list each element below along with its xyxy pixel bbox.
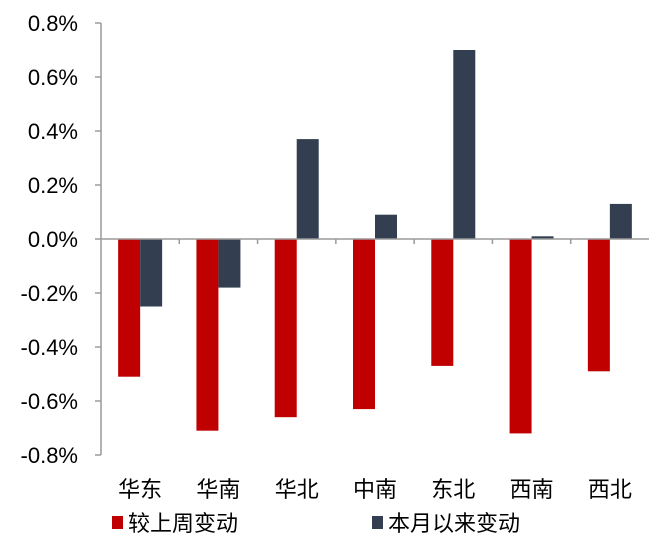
x-category-label: 东北 [431,478,475,503]
bar-month-to-date-change [296,139,319,239]
y-tick-label: 0.2% [28,173,78,198]
y-tick-label: -0.2% [21,281,78,306]
bar-month-to-date-change [609,203,632,239]
x-category-label: 华东 [118,478,162,503]
legend-label-series-2: 本月以来变动 [388,511,520,536]
x-category-label: 西南 [510,478,554,503]
bar-weekly-change [431,239,454,366]
x-category-label: 西北 [588,478,632,503]
x-category-label: 华南 [196,478,240,503]
y-tick-label: 0.4% [28,119,78,144]
bar-weekly-change [118,239,141,377]
y-tick-label: 0.8% [28,11,78,36]
bar-month-to-date-change [375,214,397,239]
y-tick-label: -0.8% [21,443,78,468]
bar-weekly-change [353,239,375,410]
legend-label-series-1: 较上周变动 [128,511,238,536]
bar-month-to-date-change [218,239,241,288]
x-category-label: 华北 [275,478,319,503]
bar-month-to-date-change [531,236,554,239]
y-tick-label: -0.6% [21,389,78,414]
y-tick-label: 0.6% [28,65,78,90]
bar-month-to-date-change [140,239,163,307]
bars [118,50,632,434]
legend-swatch-series-1 [112,516,123,529]
bar-weekly-change [587,239,610,372]
y-axis: 0.8% 0.6% 0.4% 0.2% 0.0% -0.2% -0.4% -0.6% -0.8% [21,11,102,468]
legend-swatch-series-2 [372,516,383,529]
bar-weekly-change [196,239,219,431]
y-tick-label: -0.4% [21,335,78,360]
y-tick-label: 0.0% [28,227,78,252]
bar-weekly-change [509,239,532,434]
bar-month-to-date-change [453,50,476,239]
bar-weekly-change [274,239,297,418]
x-axis: 华东 华南 华北 中南 东北 西南 西北 [101,238,649,503]
x-category-label: 中南 [353,478,397,503]
legend: 较上周变动 本月以来变动 [112,511,520,536]
